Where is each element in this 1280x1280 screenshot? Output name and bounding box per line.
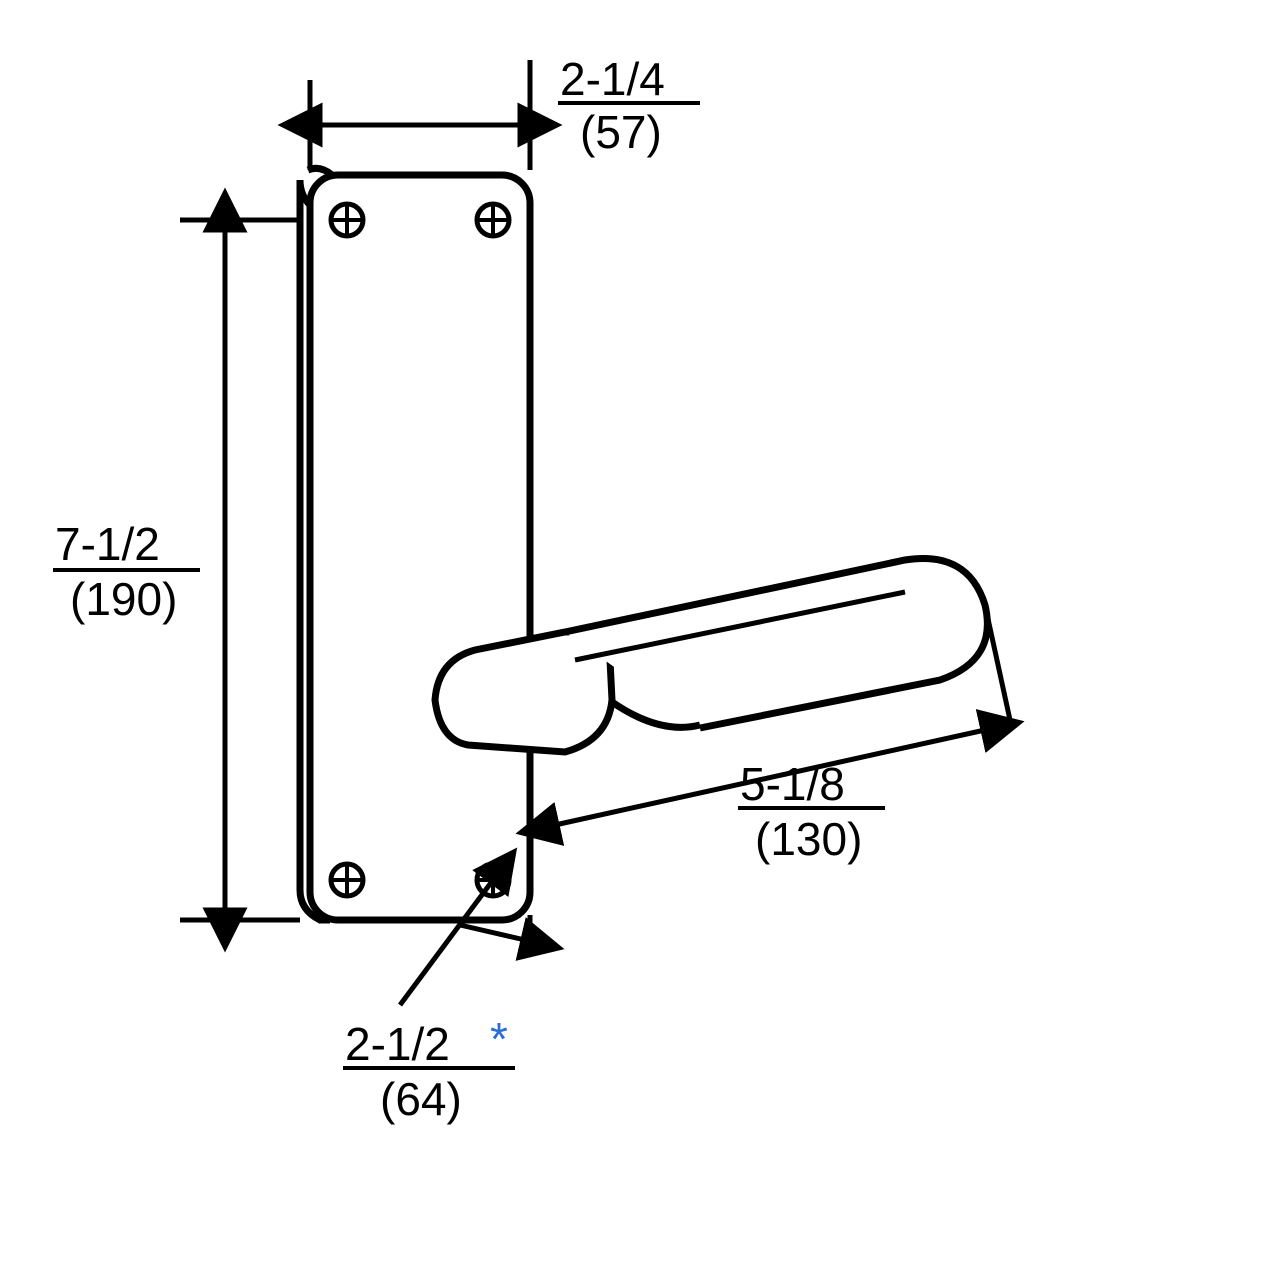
screw-icon [331, 864, 363, 896]
dim-height-metric: (190) [70, 573, 177, 625]
dimension-drawing: 2-1/4 (57) 7-1/2 (190) 5-1/8 (130) 2-1/2… [0, 0, 1280, 1280]
dim-width-imperial: 2-1/4 [560, 53, 665, 105]
escutcheon-plate [300, 168, 530, 920]
screw-icon [331, 204, 363, 236]
screw-icon [477, 204, 509, 236]
dim-backset-metric: (64) [380, 1073, 462, 1125]
dim-lever-metric: (130) [755, 813, 862, 865]
dimension-width: 2-1/4 (57) [310, 53, 700, 170]
dim-backset-imperial: 2-1/2 [345, 1018, 450, 1070]
dimension-height: 7-1/2 (190) [53, 220, 300, 920]
dim-backset-asterisk: * [490, 1013, 508, 1065]
dim-width-metric: (57) [580, 106, 662, 158]
dim-lever-imperial: 5-1/8 [740, 758, 845, 810]
dim-height-imperial: 7-1/2 [55, 518, 160, 570]
